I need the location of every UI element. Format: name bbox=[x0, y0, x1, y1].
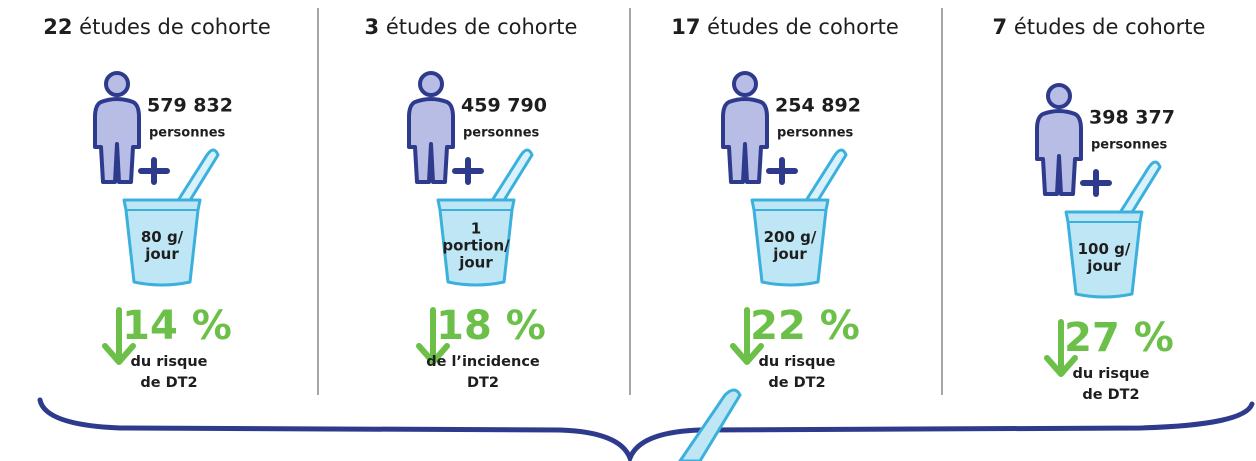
spoon bbox=[678, 388, 742, 461]
plus bbox=[138, 157, 170, 185]
down-arrow bbox=[730, 307, 764, 365]
column: 22 études de cohorte 579 832 personnes 80 g… bbox=[43, 15, 271, 391]
study-count: 7 bbox=[993, 15, 1008, 39]
study-count: 22 bbox=[43, 15, 72, 39]
plus bbox=[452, 157, 484, 185]
spoon bbox=[1111, 160, 1162, 224]
outcome: du risque bbox=[758, 354, 835, 370]
brace bbox=[37, 397, 1255, 461]
person-body bbox=[1035, 109, 1083, 196]
person-head bbox=[732, 71, 758, 97]
dose: jour bbox=[772, 245, 807, 263]
people-label: personnes bbox=[777, 126, 854, 141]
dose: 100 g/ bbox=[1078, 240, 1131, 258]
people-count: 579 832 bbox=[147, 95, 233, 117]
people-count: 398 377 bbox=[1089, 107, 1175, 129]
cup bbox=[436, 198, 516, 287]
down-arrow bbox=[102, 307, 136, 365]
person-head bbox=[1046, 83, 1072, 109]
outcome: de DT2 bbox=[140, 375, 197, 391]
people-label: personnes bbox=[463, 126, 540, 141]
column-title: 17 études de cohorte bbox=[671, 15, 899, 39]
spoon bbox=[169, 148, 220, 212]
dose: jour bbox=[144, 245, 179, 263]
down-arrow bbox=[1044, 319, 1078, 377]
outcome: de l’incidence bbox=[426, 354, 540, 370]
outcome: de DT2 bbox=[768, 375, 825, 391]
dose: 80 g/ bbox=[141, 228, 184, 246]
dose: portion/ bbox=[442, 237, 510, 255]
study-label: études de cohorte bbox=[79, 15, 271, 39]
person-head bbox=[104, 71, 130, 97]
spoon bbox=[797, 148, 848, 212]
reduction: 18 % bbox=[436, 303, 546, 349]
outcome: du risque bbox=[130, 354, 207, 370]
column: 17 études de cohorte 254 892 personnes 200 … bbox=[671, 15, 899, 391]
column: 3 études de cohorte 459 790 personnes 1port… bbox=[365, 15, 578, 391]
dose: 200 g/ bbox=[764, 228, 817, 246]
cup bbox=[750, 198, 830, 287]
dose: jour bbox=[458, 254, 493, 272]
down-arrow bbox=[416, 307, 450, 365]
person-head bbox=[418, 71, 444, 97]
study-label: études de cohorte bbox=[707, 15, 899, 39]
dose: 1 bbox=[471, 220, 481, 238]
plus bbox=[766, 157, 798, 185]
person-body bbox=[721, 97, 769, 184]
column-title: 22 études de cohorte bbox=[43, 15, 271, 39]
study-label: études de cohorte bbox=[1014, 15, 1206, 39]
dose: jour bbox=[1086, 257, 1121, 275]
column: 7 études de cohorte 398 377 personnes 100 g… bbox=[993, 15, 1206, 403]
cup bbox=[122, 198, 202, 287]
people-label: personnes bbox=[1091, 138, 1168, 153]
person-body bbox=[93, 97, 141, 184]
outcome: DT2 bbox=[467, 375, 499, 391]
study-label: études de cohorte bbox=[386, 15, 578, 39]
outcome: de DT2 bbox=[1082, 387, 1139, 403]
outcome: du risque bbox=[1072, 366, 1149, 382]
plus bbox=[1080, 169, 1112, 197]
people-label: personnes bbox=[149, 126, 226, 141]
spoon bbox=[483, 148, 534, 212]
people-count: 254 892 bbox=[775, 95, 861, 117]
column-title: 7 études de cohorte bbox=[993, 15, 1206, 39]
study-count: 3 bbox=[365, 15, 380, 39]
study-count: 17 bbox=[671, 15, 700, 39]
reduction: 22 % bbox=[750, 303, 860, 349]
people-count: 459 790 bbox=[461, 95, 547, 117]
person-body bbox=[407, 97, 455, 184]
reduction: 14 % bbox=[122, 303, 232, 349]
column-title: 3 études de cohorte bbox=[365, 15, 578, 39]
reduction: 27 % bbox=[1064, 315, 1174, 361]
cup bbox=[1064, 210, 1144, 299]
